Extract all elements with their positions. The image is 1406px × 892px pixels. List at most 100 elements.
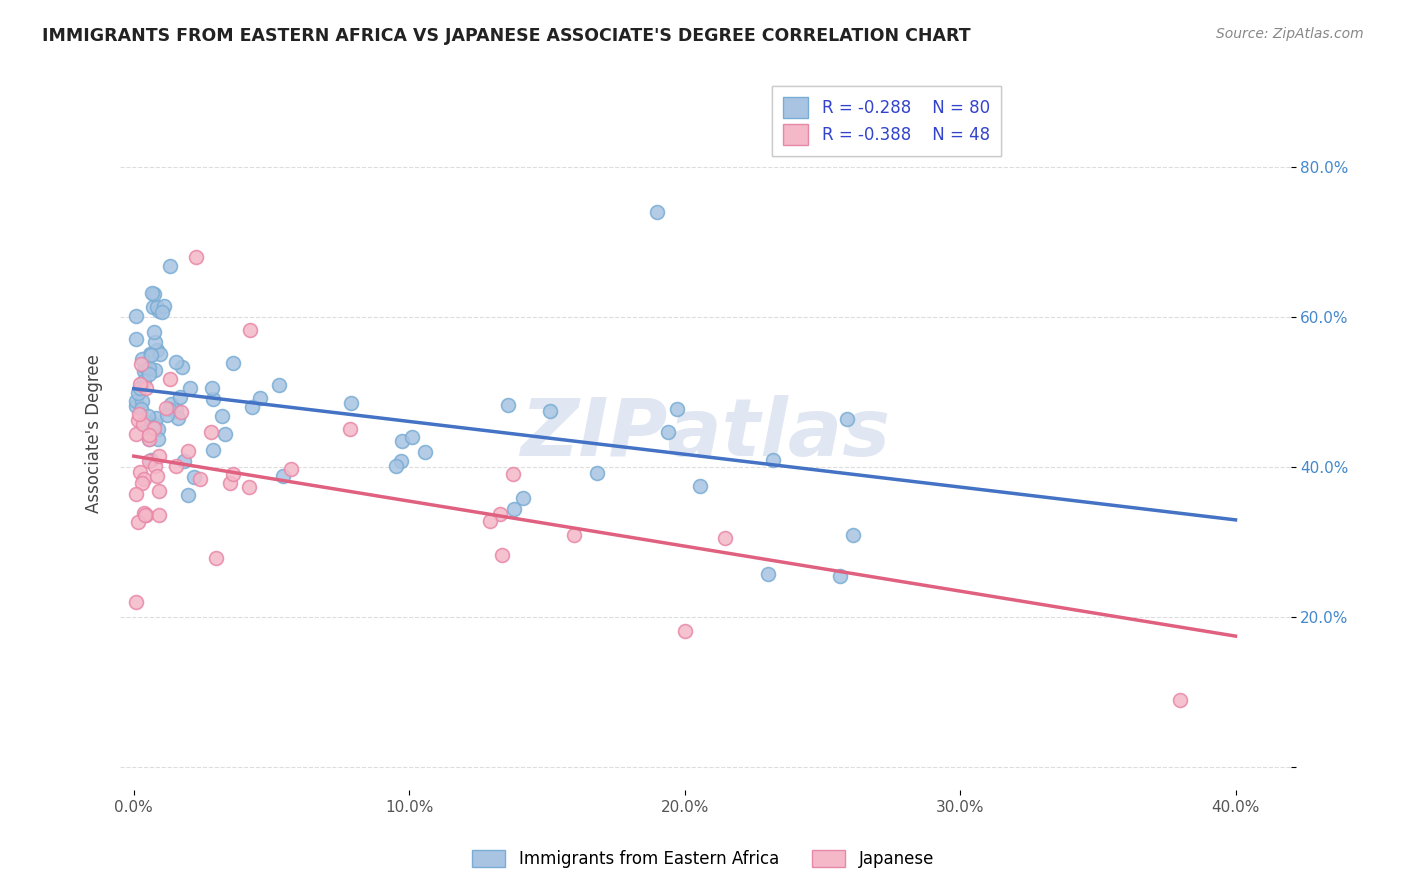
Point: [496, 398, 519, 412]
Point: [135, 415, 157, 429]
Point: [176, 488, 198, 502]
Point: [183, 470, 205, 484]
Point: [134, 359, 156, 374]
Point: [586, 466, 609, 480]
Point: [202, 443, 225, 458]
Point: [141, 348, 163, 362]
Point: [157, 402, 180, 417]
Point: [131, 476, 153, 491]
Point: [141, 420, 163, 434]
Point: [221, 467, 243, 482]
Point: [129, 465, 152, 479]
Point: [186, 251, 208, 265]
Text: ZIP​atlas: ZIP​atlas: [520, 394, 890, 473]
Point: [143, 335, 166, 350]
Point: [128, 376, 150, 391]
Point: [211, 409, 233, 423]
Point: [145, 410, 167, 425]
Text: IMMIGRANTS FROM EASTERN AFRICA VS JAPANESE ASSOCIATE'S DEGREE CORRELATION CHART: IMMIGRANTS FROM EASTERN AFRICA VS JAPANE…: [42, 27, 970, 45]
Point: [478, 515, 501, 529]
Point: [762, 453, 785, 467]
Point: [138, 428, 160, 442]
Point: [177, 443, 200, 458]
Point: [125, 309, 148, 323]
Point: [143, 325, 166, 339]
Point: [339, 422, 361, 436]
Point: [142, 287, 165, 301]
Point: [136, 409, 159, 424]
Point: [249, 391, 271, 405]
Point: [145, 300, 167, 314]
Point: [502, 467, 524, 482]
Point: [835, 412, 858, 426]
Point: [149, 347, 172, 361]
Point: [280, 462, 302, 476]
Point: [145, 343, 167, 357]
Point: [512, 491, 534, 505]
Point: [148, 508, 170, 522]
Point: [271, 469, 294, 483]
Point: [159, 259, 181, 273]
Point: [172, 359, 194, 374]
Point: [142, 300, 165, 314]
Point: [148, 432, 170, 446]
Point: [141, 285, 163, 300]
Point: [138, 432, 160, 446]
Point: [143, 363, 166, 377]
Point: [689, 479, 711, 493]
Point: [391, 453, 413, 467]
Point: [756, 567, 779, 582]
Point: [538, 403, 561, 417]
Point: [165, 355, 187, 369]
Legend: Immigrants from Eastern Africa, Japanese: Immigrants from Eastern Africa, Japanese: [465, 843, 941, 875]
Point: [488, 508, 510, 522]
Point: [214, 427, 236, 442]
Point: [202, 392, 225, 406]
Point: [134, 508, 156, 522]
Point: [167, 411, 190, 425]
Point: [160, 397, 183, 411]
Point: [135, 380, 157, 394]
Point: [125, 595, 148, 609]
Point: [239, 323, 262, 337]
Point: [128, 408, 150, 422]
Point: [135, 508, 157, 523]
Point: [138, 454, 160, 468]
Point: [657, 425, 679, 439]
Point: [138, 347, 160, 361]
Point: [132, 364, 155, 378]
Point: [155, 401, 177, 415]
Point: [339, 395, 361, 409]
Point: [148, 422, 170, 436]
Y-axis label: Associate's Degree: Associate's Degree: [86, 354, 103, 513]
Point: [138, 361, 160, 376]
Point: [842, 528, 865, 542]
Point: [143, 458, 166, 473]
Point: [148, 483, 170, 498]
Point: [269, 378, 291, 392]
Point: [127, 515, 149, 529]
Point: [134, 374, 156, 388]
Point: [1170, 693, 1192, 707]
Point: [391, 434, 413, 448]
Point: [222, 356, 245, 370]
Point: [148, 303, 170, 318]
Point: [205, 550, 228, 565]
Point: [132, 472, 155, 486]
Point: [384, 459, 406, 474]
Point: [401, 430, 423, 444]
Point: [503, 502, 526, 516]
Point: [645, 205, 668, 219]
Point: [142, 417, 165, 432]
Point: [129, 381, 152, 395]
Point: [132, 417, 155, 431]
Point: [173, 454, 195, 468]
Point: [562, 528, 585, 542]
Point: [218, 476, 240, 491]
Point: [127, 386, 149, 401]
Point: [125, 399, 148, 413]
Point: [127, 413, 149, 427]
Point: [131, 393, 153, 408]
Point: [170, 405, 193, 419]
Point: [828, 568, 851, 582]
